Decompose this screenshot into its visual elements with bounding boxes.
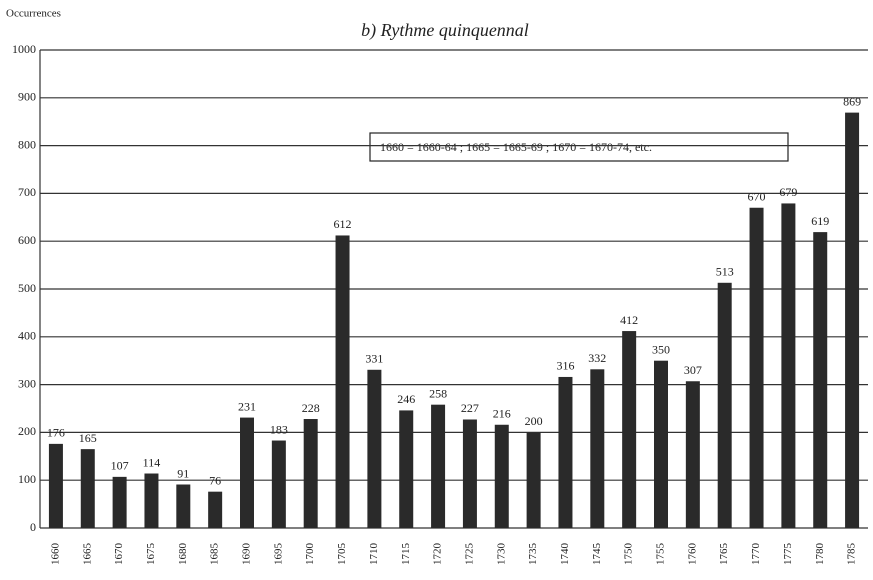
y-tick-label: 600 [18,233,36,247]
x-tick-label: 1675 [145,543,157,566]
bar [558,376,573,528]
x-tick-label: 1735 [527,543,539,566]
x-tick-label: 1695 [272,543,284,566]
bar [335,235,350,529]
x-tick-label: 1700 [304,543,316,566]
x-tick-label: 1745 [591,543,603,566]
data-label: 350 [652,342,670,356]
x-tick-label: 1730 [495,543,507,566]
bar [781,203,796,529]
x-tick-label: 1705 [336,543,348,566]
data-label: 76 [209,473,221,487]
chart-title: b) Rythme quinquennal [361,20,529,41]
data-label: 258 [429,386,447,400]
data-label: 227 [461,401,479,415]
data-label: 316 [556,359,574,373]
y-tick-label: 0 [30,520,36,534]
data-label: 307 [684,363,702,377]
data-label: 107 [111,459,129,473]
x-tick-label: 1740 [559,543,571,566]
bar [526,432,541,528]
x-tick-label: 1750 [623,543,635,566]
bar [431,404,446,528]
x-tick-label: 1715 [400,543,412,566]
data-label: 412 [620,313,638,327]
x-tick-label: 1725 [463,543,475,566]
x-tick-label: 1685 [209,543,221,566]
y-tick-label: 700 [18,185,36,199]
bar [144,473,159,528]
data-label: 91 [177,466,189,480]
x-tick-label: 1680 [177,543,189,566]
x-tick-label: 1710 [368,543,380,566]
data-label: 612 [334,217,352,231]
bar [80,449,95,528]
data-label: 332 [588,351,606,365]
bar [208,491,223,528]
data-label: 165 [79,431,97,445]
data-label: 231 [238,399,256,413]
data-label: 114 [143,455,161,469]
y-tick-label: 100 [18,472,36,486]
bar [303,419,318,528]
bar [685,381,700,528]
x-tick-label: 1775 [782,543,794,566]
x-tick-label: 1660 [49,543,61,566]
data-label: 176 [47,426,65,440]
data-label: 216 [493,407,511,421]
bar [240,417,254,528]
y-tick-label: 200 [18,424,36,438]
data-label: 670 [748,189,766,203]
x-tick-label: 1785 [846,543,858,566]
y-tick-label: 400 [18,329,36,343]
x-tick-label: 1780 [814,543,826,566]
x-tick-label: 1755 [655,543,667,566]
x-tick-label: 1720 [432,543,444,566]
annotation: 1660 = 1660-64 ; 1665 = 1665-69 ; 1670 =… [380,140,652,154]
y-tick-label: 900 [18,90,36,104]
x-tick-label: 1690 [241,543,253,566]
bar [462,419,477,528]
x-tick-label: 1665 [81,543,93,566]
bar [813,232,828,529]
bar [271,440,286,528]
y-tick-label: 1000 [12,42,36,56]
annotation-box [369,132,789,162]
data-label: 679 [779,185,797,199]
data-label: 619 [811,214,829,228]
y-tick-label: 500 [18,281,36,295]
bar [845,112,860,529]
x-tick-label: 1765 [718,543,730,566]
bar [622,331,637,528]
data-label: 331 [365,352,383,366]
data-label: 513 [716,265,734,279]
bar [367,369,382,528]
data-label: 183 [270,422,288,436]
x-tick-label: 1770 [750,543,762,566]
bar [749,207,764,529]
bar [399,410,414,528]
bar [176,484,191,528]
bar [112,476,127,528]
y-tick-label: 800 [18,137,36,151]
x-tick-label: 1760 [686,543,698,566]
bar [654,360,668,528]
x-tick-label: 1670 [113,543,125,566]
y-tick-label: 300 [18,376,36,390]
bar [717,282,732,528]
data-label: 246 [397,392,415,406]
bar [494,424,509,528]
data-label: 869 [843,94,861,108]
bar [48,443,63,528]
y-axis-label: Occurrences [6,8,61,20]
data-label: 200 [525,414,543,428]
data-label: 228 [302,401,320,415]
bar [590,369,605,528]
